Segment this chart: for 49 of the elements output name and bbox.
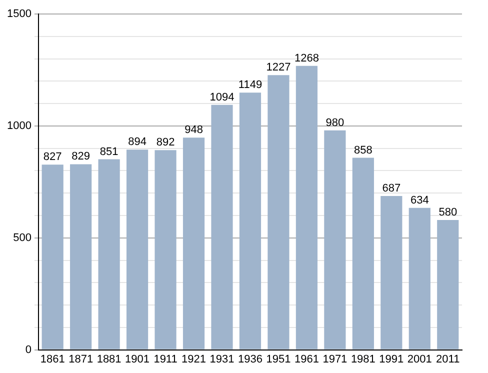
x-tick-label: 1931 [210, 353, 234, 366]
data-label: 980 [326, 116, 344, 129]
x-tick-label: 1981 [350, 353, 376, 366]
data-label: 1149 [238, 79, 262, 92]
x-tick-label: 2001 [407, 353, 432, 366]
data-label: 1268 [294, 52, 319, 64]
y-tick-label: 1000 [6, 120, 32, 132]
bar [154, 150, 176, 350]
data-label: 1094 [210, 91, 234, 104]
x-tick-label: 1936 [238, 353, 262, 366]
x-tick-label: 1881 [96, 353, 122, 366]
x-tick-label: 1991 [379, 353, 404, 366]
data-label: 858 [354, 144, 372, 156]
data-label: 892 [156, 136, 175, 149]
x-tick-label: 1911 [154, 353, 178, 366]
bar [352, 158, 374, 350]
x-tick-label: 2011 [436, 353, 460, 366]
bar [239, 92, 262, 350]
data-label: 687 [382, 182, 401, 195]
data-label: 829 [72, 150, 90, 163]
bar [324, 130, 346, 350]
x-tick-label: 1921 [182, 353, 206, 366]
data-label: 851 [100, 146, 118, 158]
x-tick-label: 1961 [294, 353, 319, 366]
x-tick-label: 1971 [322, 353, 348, 366]
data-label: 634 [410, 194, 429, 206]
data-label: 894 [128, 136, 146, 148]
bar [380, 196, 402, 350]
x-tick-label: 1951 [266, 353, 291, 366]
y-tick-label: 1500 [6, 8, 32, 20]
data-label: 580 [438, 206, 458, 218]
bar [182, 138, 205, 350]
bar [70, 164, 92, 350]
y-tick-label: 0 [25, 344, 32, 356]
x-tick-label: 1871 [68, 353, 94, 366]
bar [42, 164, 64, 350]
bar [268, 75, 290, 350]
bar [211, 104, 233, 350]
x-tick-label: 1861 [40, 353, 65, 366]
data-label: 827 [43, 151, 62, 164]
bar [437, 220, 459, 350]
x-tick-label: 1901 [125, 353, 150, 366]
bar [126, 150, 148, 350]
bar [296, 66, 318, 350]
data-label: 948 [184, 124, 203, 136]
y-tick-label: 500 [13, 232, 32, 244]
bar [98, 159, 120, 350]
data-label: 1227 [266, 62, 291, 74]
bar [408, 208, 430, 350]
